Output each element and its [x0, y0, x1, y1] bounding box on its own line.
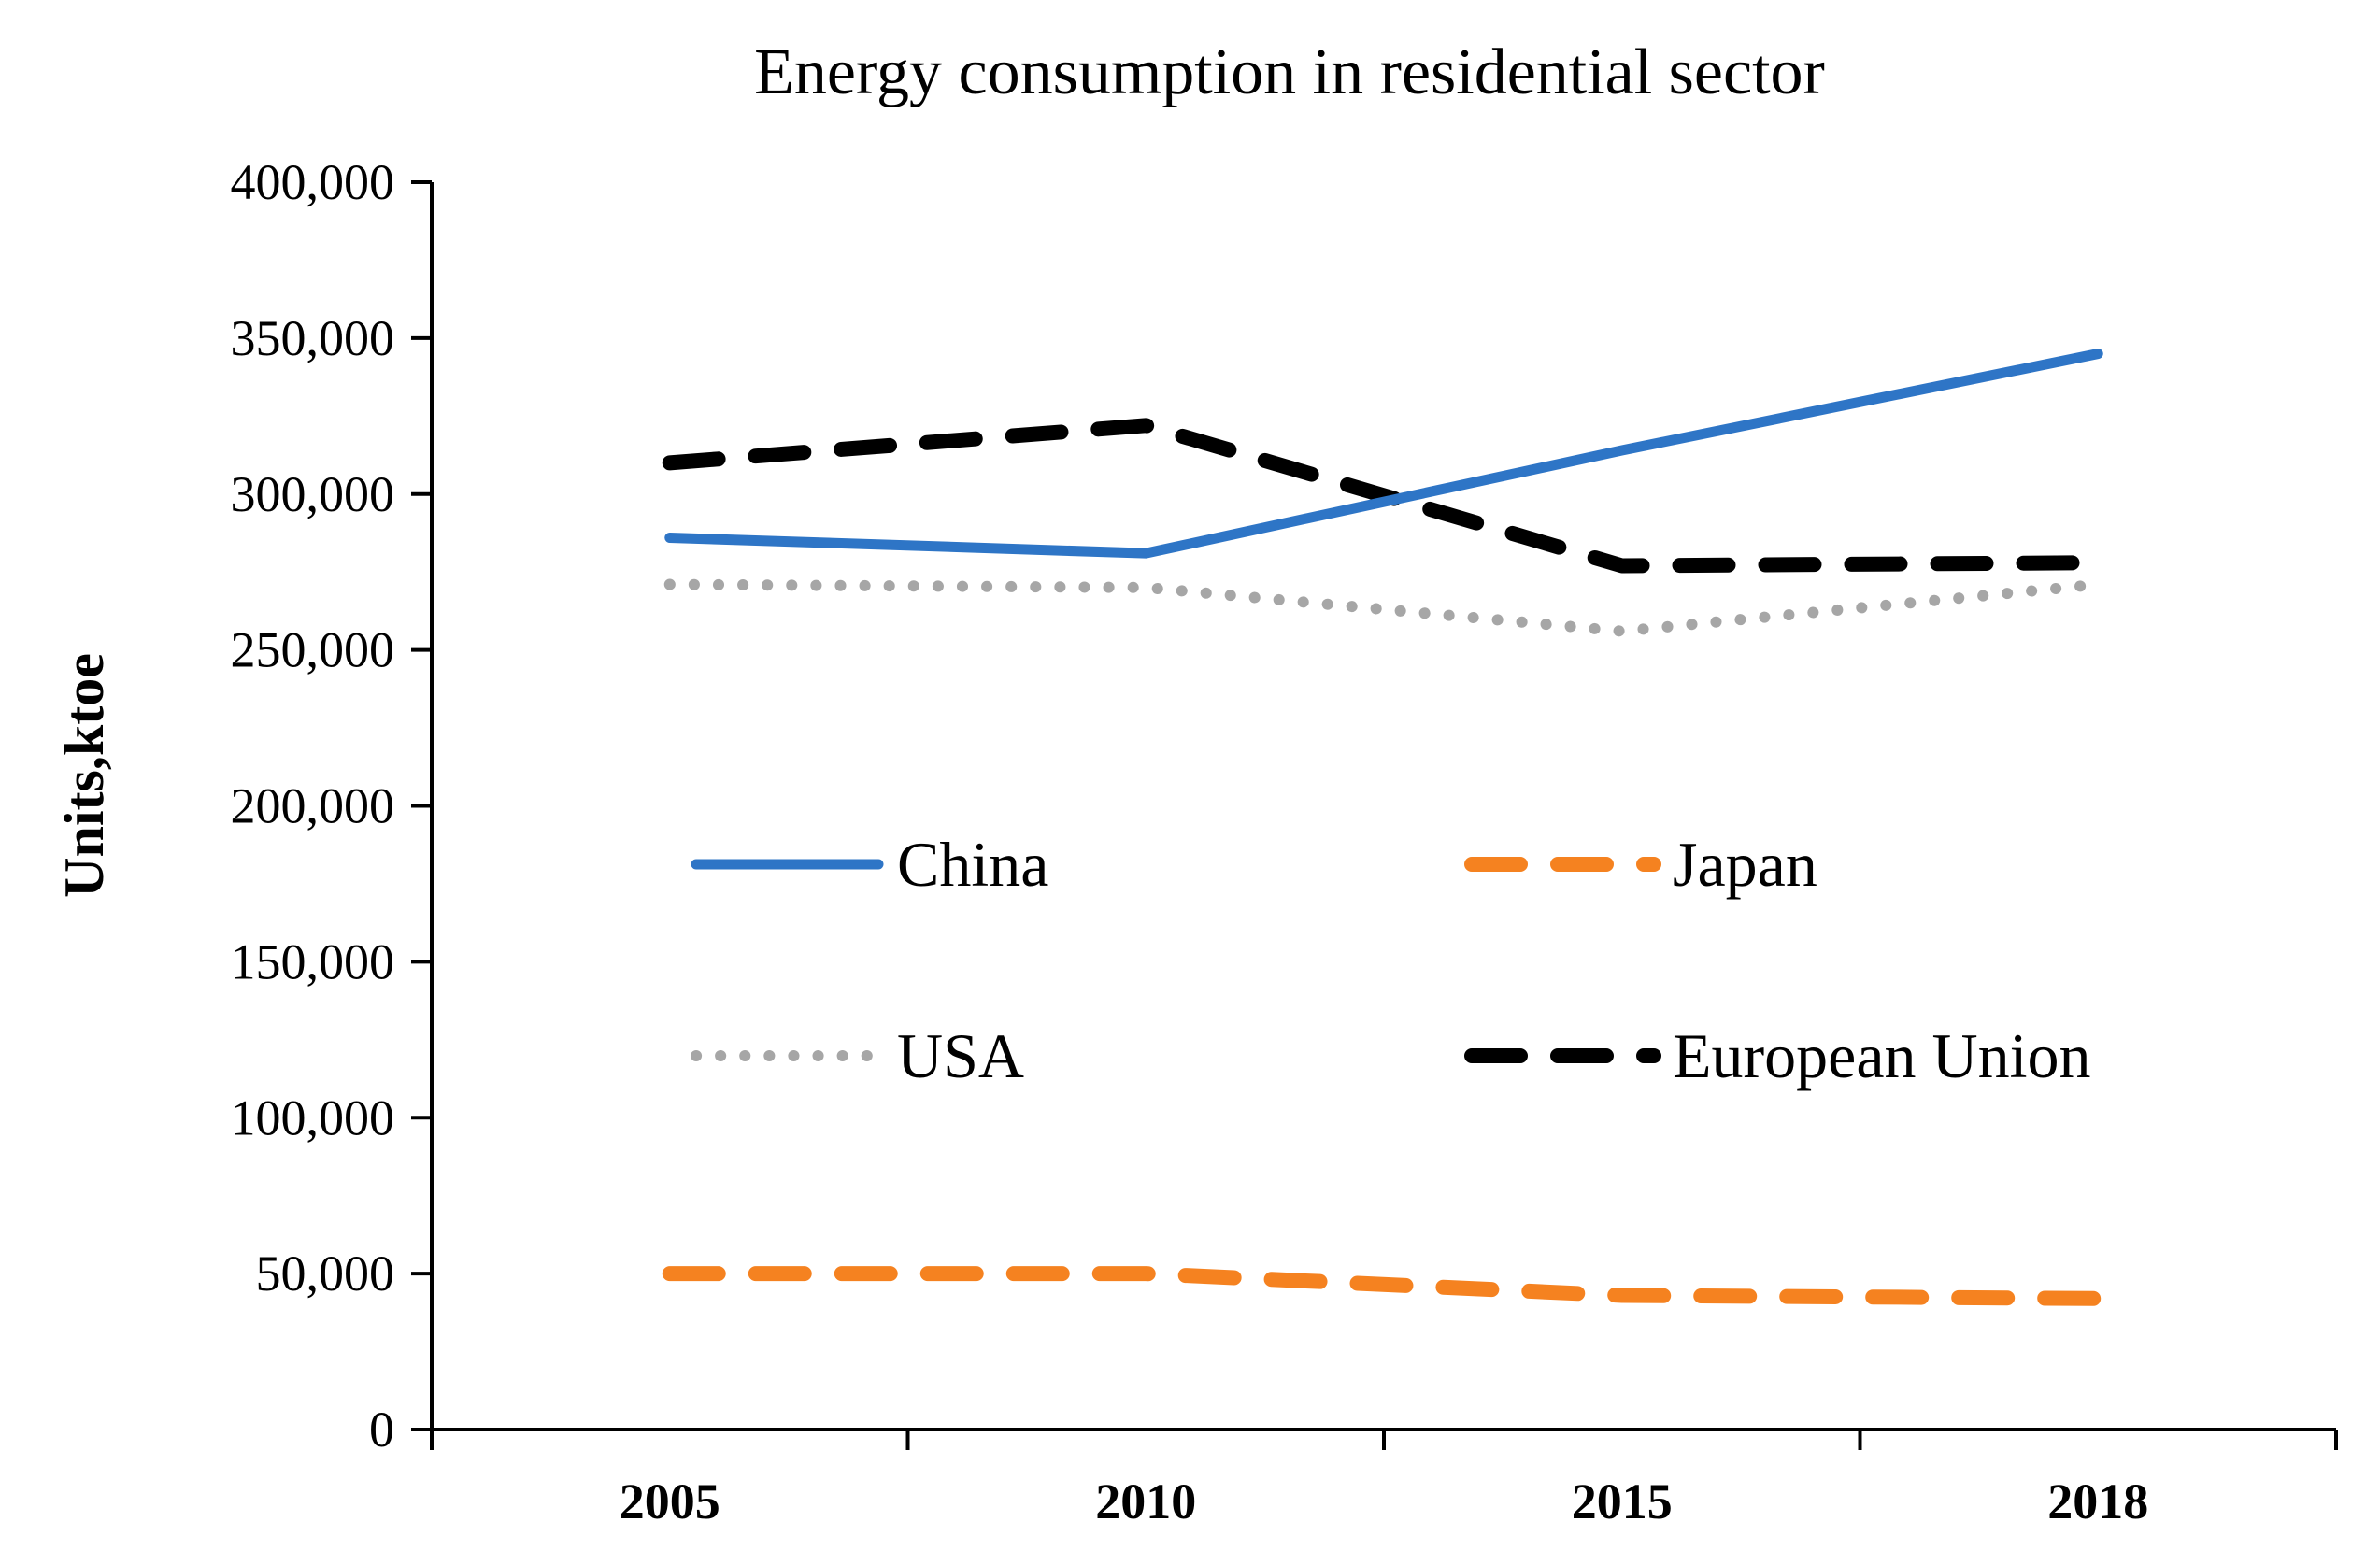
y-tick-label: 50,000 — [256, 1245, 395, 1302]
series-line-usa — [663, 578, 2104, 637]
legend-item-european-union: European Union — [1464, 1020, 2091, 1091]
x-axis: 2005 2010 2015 2018 — [430, 1428, 2338, 1529]
y-tick-label: 150,000 — [231, 933, 395, 989]
y-axis: 0 50,000 100,000 150,000 200,000 250,000 300,0… — [231, 154, 434, 1458]
series-layer — [662, 349, 2106, 1306]
series-line-european-union — [662, 418, 2106, 574]
legend-item-japan: Japan — [1464, 829, 1817, 900]
y-tick-label: 0 — [369, 1401, 394, 1458]
data-point — [1146, 587, 1147, 588]
legend-label: European Union — [1673, 1020, 2091, 1091]
x-tick-label: 2005 — [620, 1473, 720, 1529]
x-tick-label: 2018 — [2047, 1473, 2148, 1529]
x-tick-label: 2015 — [1572, 1473, 1673, 1529]
data-point — [2098, 584, 2099, 585]
y-tick-label: 350,000 — [231, 310, 395, 366]
y-tick-label: 200,000 — [231, 778, 395, 834]
data-point — [2098, 562, 2099, 563]
legend: China Japan USA European Union — [691, 829, 2091, 1091]
legend-label: China — [897, 829, 1048, 900]
y-tick-label: 400,000 — [231, 154, 395, 210]
legend-item-china: China — [691, 829, 1048, 900]
series-line-japan — [662, 1266, 2106, 1306]
y-tick-label: 100,000 — [231, 1089, 395, 1145]
series-line-china — [664, 349, 2103, 559]
legend-label: USA — [897, 1020, 1024, 1091]
y-tick-label: 300,000 — [231, 466, 395, 522]
legend-label: Japan — [1673, 829, 1817, 900]
x-tick-label: 2010 — [1095, 1473, 1196, 1529]
y-tick-label: 250,000 — [231, 622, 395, 678]
y-axis-label: Units,ktoe — [53, 653, 115, 898]
chart-title: Energy consumption in residential sector — [754, 36, 1825, 108]
legend-item-usa: USA — [691, 1020, 1024, 1091]
